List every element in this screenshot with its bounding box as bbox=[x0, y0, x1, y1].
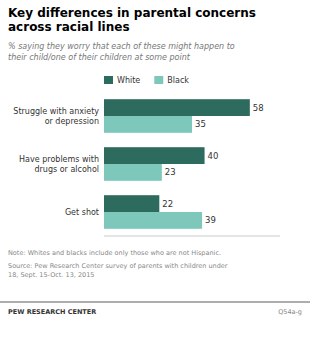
note: Note: Whites and blacks include only tho… bbox=[8, 249, 221, 257]
source-line: Source: Pew Research Center survey of pa… bbox=[8, 262, 228, 270]
bar bbox=[104, 147, 205, 164]
bar bbox=[104, 212, 202, 229]
background bbox=[0, 0, 310, 337]
category-label-line: Struggle with anxiety bbox=[13, 107, 99, 116]
x-axis-line bbox=[104, 236, 280, 237]
legend-swatch bbox=[154, 76, 163, 84]
bars bbox=[104, 99, 250, 229]
bar bbox=[104, 195, 159, 212]
data-label: 23 bbox=[165, 167, 176, 177]
data-label: 39 bbox=[205, 215, 216, 225]
chart-root: Key differences in parental concernsacro… bbox=[0, 0, 310, 337]
category-label-line: Get shot bbox=[65, 208, 99, 217]
source-line: 18, Sept. 15-Oct. 13, 2015 bbox=[8, 271, 94, 279]
category-label: Have problems withdrugs or alcohol bbox=[19, 155, 99, 174]
data-label: 22 bbox=[162, 199, 173, 209]
legend-label: White bbox=[117, 76, 140, 85]
category-label-line: or depression bbox=[45, 117, 99, 126]
legend: White Black bbox=[104, 76, 189, 85]
title-line: Key differences in parental concerns bbox=[8, 6, 256, 20]
labels: Struggle with anxietyor depression 58 35 Ha… bbox=[13, 103, 263, 226]
separator bbox=[0, 302, 310, 303]
footer-right-line: Q54a-g bbox=[278, 308, 302, 316]
category-label-line: drugs or alcohol bbox=[34, 165, 99, 174]
footer-right: Q54a-g bbox=[278, 308, 302, 316]
bar bbox=[104, 99, 250, 116]
subtitle-line: their child/one of their children at som… bbox=[8, 53, 191, 62]
data-label: 40 bbox=[208, 151, 219, 161]
data-label: 58 bbox=[253, 103, 264, 113]
subtitle-line: % saying they worry that each of these m… bbox=[8, 42, 235, 51]
footer-left-line: PEW RESEARCH CENTER bbox=[8, 308, 96, 316]
subtitle: % saying they worry that each of these m… bbox=[8, 42, 235, 62]
bar bbox=[104, 164, 162, 181]
category-label: Struggle with anxietyor depression bbox=[13, 107, 99, 126]
data-label: 35 bbox=[195, 119, 206, 129]
source: Source: Pew Research Center survey of pa… bbox=[8, 262, 228, 279]
legend-label: Black bbox=[167, 76, 189, 85]
note-line: Note: Whites and blacks include only tho… bbox=[8, 249, 221, 257]
title: Key differences in parental concernsacro… bbox=[8, 6, 256, 34]
bar bbox=[104, 116, 192, 133]
legend-swatch bbox=[104, 76, 113, 84]
category-label-line: Have problems with bbox=[19, 155, 99, 164]
title-line: across racial lines bbox=[8, 20, 130, 34]
category-label: Get shot bbox=[65, 208, 99, 217]
chart-svg: Key differences in parental concernsacro… bbox=[0, 0, 310, 337]
footer-left: PEW RESEARCH CENTER bbox=[8, 308, 96, 316]
